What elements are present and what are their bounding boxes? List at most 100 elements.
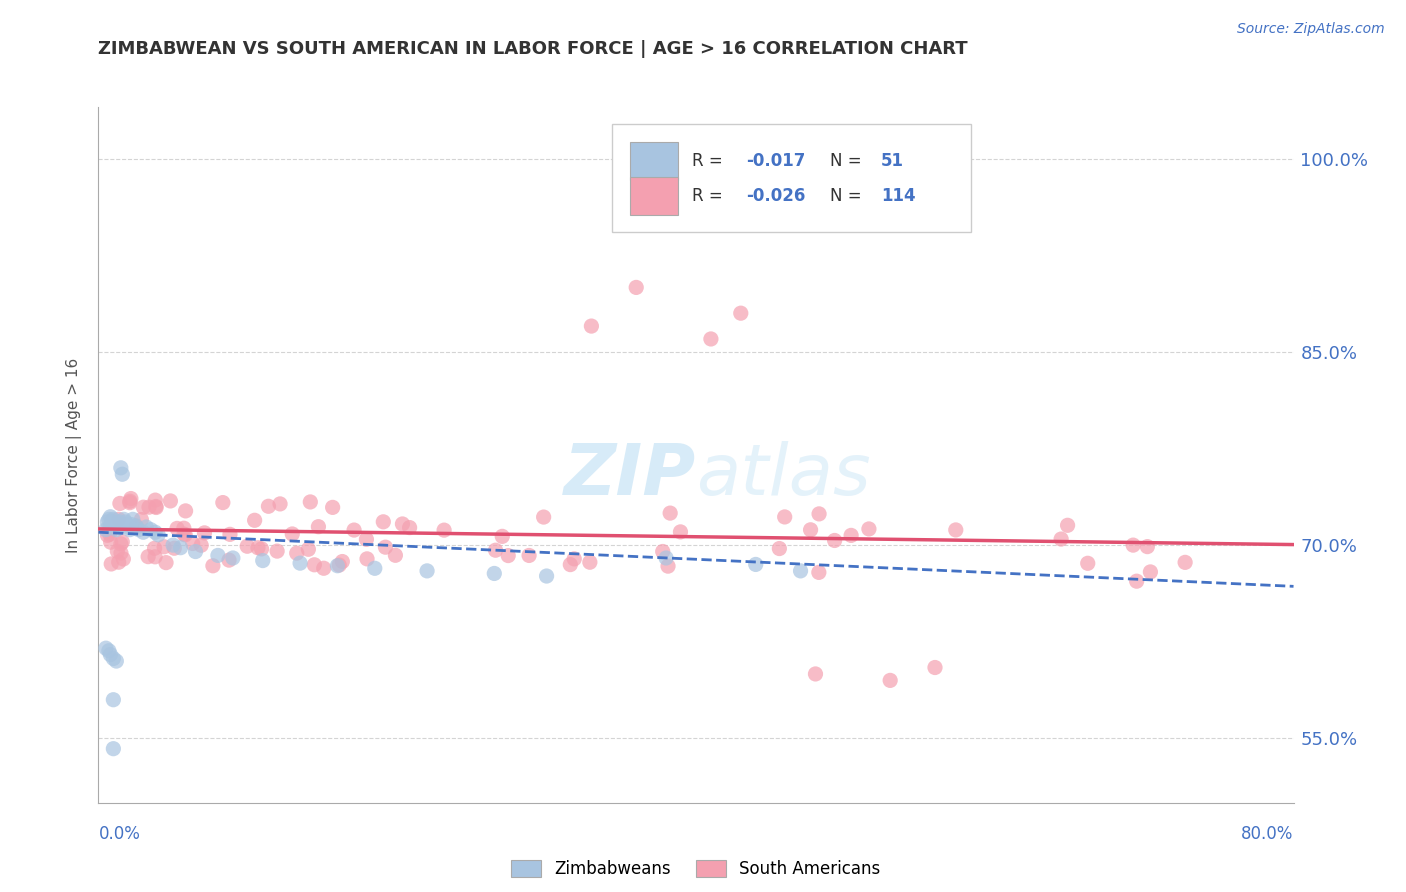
Text: 80.0%: 80.0% bbox=[1241, 825, 1294, 843]
Point bbox=[1139, 565, 1161, 579]
Point bbox=[879, 673, 901, 688]
Point bbox=[97, 528, 120, 542]
Point bbox=[1136, 540, 1159, 554]
Point bbox=[1050, 532, 1073, 546]
Point bbox=[804, 667, 827, 681]
Text: 51: 51 bbox=[882, 152, 904, 170]
Point bbox=[858, 522, 880, 536]
Point bbox=[484, 566, 506, 581]
Point bbox=[100, 557, 122, 571]
Point bbox=[218, 553, 240, 567]
Point bbox=[143, 549, 166, 564]
Point bbox=[384, 549, 406, 563]
Point bbox=[118, 494, 141, 508]
Point bbox=[112, 512, 135, 526]
Point bbox=[824, 533, 846, 548]
Point bbox=[136, 549, 159, 564]
Point bbox=[312, 561, 335, 575]
Point bbox=[626, 280, 648, 294]
Point bbox=[104, 517, 127, 532]
Point bbox=[207, 549, 229, 563]
Point bbox=[789, 564, 811, 578]
Point bbox=[174, 528, 197, 542]
Point bbox=[330, 555, 353, 569]
Point bbox=[105, 523, 128, 537]
Point bbox=[105, 654, 128, 668]
Point bbox=[97, 512, 120, 526]
Point bbox=[219, 527, 242, 541]
Point bbox=[1056, 518, 1078, 533]
Point bbox=[132, 500, 155, 515]
Point bbox=[138, 500, 160, 515]
Point bbox=[326, 558, 349, 573]
Point bbox=[193, 525, 215, 540]
Point bbox=[700, 332, 723, 346]
Point bbox=[222, 551, 245, 566]
Point bbox=[269, 497, 291, 511]
Point bbox=[945, 523, 967, 537]
Point bbox=[118, 496, 141, 510]
Point bbox=[98, 509, 122, 524]
Point bbox=[651, 544, 673, 558]
Point bbox=[730, 306, 752, 320]
Point bbox=[173, 521, 195, 535]
Point bbox=[139, 523, 162, 537]
Legend: Zimbabweans, South Americans: Zimbabweans, South Americans bbox=[505, 854, 887, 885]
Point bbox=[299, 495, 322, 509]
Point bbox=[107, 518, 129, 533]
Point bbox=[103, 520, 125, 534]
Point bbox=[98, 648, 122, 662]
Point bbox=[356, 533, 378, 547]
Point bbox=[1077, 557, 1099, 571]
Point bbox=[148, 528, 170, 542]
Point bbox=[807, 566, 830, 580]
Point bbox=[398, 520, 420, 534]
Text: N =: N = bbox=[830, 152, 866, 170]
Point bbox=[364, 561, 387, 575]
Point bbox=[120, 517, 142, 532]
Point bbox=[374, 540, 396, 554]
Point bbox=[288, 556, 311, 570]
Point bbox=[581, 319, 603, 334]
Text: Source: ZipAtlas.com: Source: ZipAtlas.com bbox=[1237, 22, 1385, 37]
Point bbox=[153, 540, 176, 554]
Point bbox=[114, 515, 136, 529]
Point bbox=[562, 552, 585, 566]
Point bbox=[281, 527, 304, 541]
Point bbox=[96, 515, 118, 529]
Point bbox=[163, 541, 186, 556]
Point bbox=[1174, 555, 1197, 569]
Point bbox=[1122, 538, 1144, 552]
Point bbox=[97, 644, 120, 658]
Point bbox=[839, 528, 862, 542]
Text: -0.017: -0.017 bbox=[747, 152, 806, 170]
Point bbox=[94, 523, 117, 537]
Point bbox=[128, 523, 150, 537]
Y-axis label: In Labor Force | Age > 16: In Labor Force | Age > 16 bbox=[66, 358, 83, 552]
Point bbox=[98, 518, 122, 533]
Point bbox=[800, 523, 823, 537]
Point bbox=[145, 500, 167, 514]
Point bbox=[745, 558, 768, 572]
Point bbox=[103, 651, 125, 665]
Point bbox=[211, 495, 233, 509]
Point bbox=[328, 558, 350, 572]
Point bbox=[107, 555, 129, 569]
Point bbox=[169, 541, 191, 555]
Point bbox=[117, 520, 139, 534]
Point bbox=[110, 537, 132, 551]
Point bbox=[517, 549, 540, 563]
Point bbox=[108, 515, 131, 529]
Point bbox=[132, 525, 155, 540]
Point bbox=[322, 500, 344, 515]
Point bbox=[190, 538, 212, 552]
Point bbox=[101, 515, 124, 529]
Point bbox=[110, 460, 132, 475]
Point bbox=[657, 559, 679, 574]
Point bbox=[110, 546, 132, 560]
Point bbox=[433, 523, 456, 537]
Point bbox=[115, 517, 138, 532]
Point bbox=[135, 520, 157, 534]
Point bbox=[236, 539, 259, 553]
Point bbox=[307, 519, 329, 533]
